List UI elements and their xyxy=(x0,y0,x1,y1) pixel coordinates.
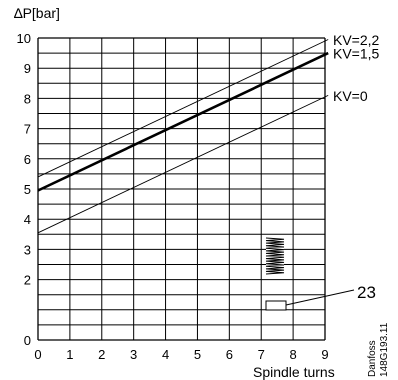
x-tick-label: 3 xyxy=(130,347,137,362)
y-tick-label: 3 xyxy=(24,242,31,257)
series-line xyxy=(37,39,329,178)
x-tick-label: 5 xyxy=(194,347,201,362)
spring-icon xyxy=(265,237,285,275)
y-tick-label: 8 xyxy=(24,91,31,106)
x-tick-label: 1 xyxy=(66,347,73,362)
grid xyxy=(37,37,326,341)
series-line xyxy=(37,94,329,234)
callout: 23 xyxy=(265,237,376,311)
y-tick-label: 0 xyxy=(24,333,31,348)
x-tick-label: 8 xyxy=(289,347,296,362)
series-lines xyxy=(37,39,329,234)
credit-line-2: 148G193.11 xyxy=(379,322,390,377)
spindle-box xyxy=(265,300,287,311)
x-tick-label: 6 xyxy=(226,347,233,362)
x-tick-label: 7 xyxy=(258,347,265,362)
y-tick-label: 6 xyxy=(24,152,31,167)
y-tick-label: 7 xyxy=(24,122,31,137)
y-tick-label: 5 xyxy=(24,182,31,197)
y-tick-label: 9 xyxy=(24,61,31,76)
tick-labels: 0 1 2 3 4 5 6 7 8 9 0 2 3 4 5 6 7 8 9 10 xyxy=(17,31,329,362)
x-tick-label: 9 xyxy=(321,347,328,362)
y-axis-label: ∆P[bar] xyxy=(14,5,60,21)
series-labels: KV=2,2KV=1,5 KV=0 xyxy=(333,32,380,104)
x-tick-label: 4 xyxy=(162,347,169,362)
callout-number: 23 xyxy=(357,283,376,302)
y-tick-label: 2 xyxy=(24,273,31,288)
y-tick-label: 4 xyxy=(24,212,31,227)
y-tick-label: 10 xyxy=(17,31,31,46)
x-tick-label: 2 xyxy=(98,347,105,362)
series-label: KV=1,5 xyxy=(333,46,380,62)
x-tick-label: 0 xyxy=(34,347,41,362)
series-label: KV=0 xyxy=(333,88,368,104)
credit-line-1: Danfoss xyxy=(367,340,378,377)
series-label: KV=2,2 xyxy=(333,32,380,48)
series-line xyxy=(37,51,329,192)
callout-leader xyxy=(285,289,355,306)
x-axis-label: Spindle turns xyxy=(253,364,335,380)
